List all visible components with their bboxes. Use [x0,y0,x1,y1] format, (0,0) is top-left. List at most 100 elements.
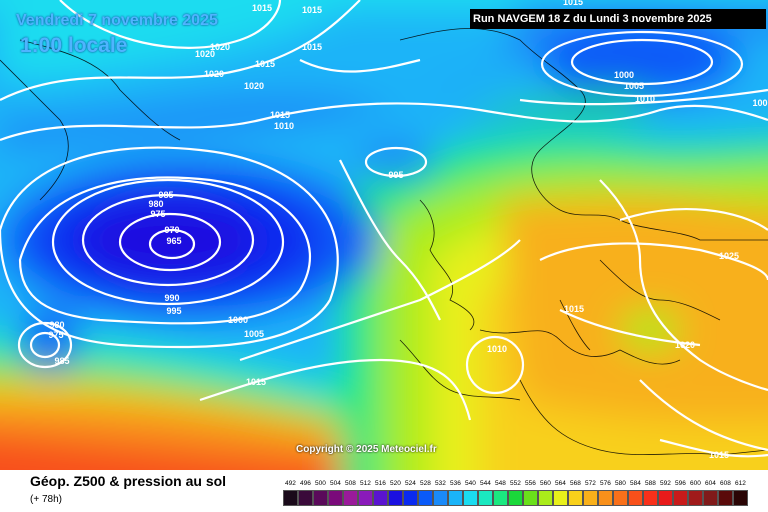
scale-label: 556 [525,480,536,487]
isobar-label: 1015 [252,3,272,13]
scale-swatch [673,490,688,506]
scale-swatch [283,490,298,506]
scale-swatch [688,490,703,506]
isobar-label: 100 [752,98,767,108]
color-scale-labels: 492 496 500 504 508 512 516 520 524 528 532 536 540 5… [283,480,753,489]
scale-swatch [343,490,358,506]
scale-label: 524 [405,480,416,487]
scale-swatch [478,490,493,506]
scale-label: 564 [555,480,566,487]
scale-label: 572 [585,480,596,487]
isobar-label: 1010 [487,344,507,354]
isobar-label: 1005 [624,81,644,91]
scale-swatch [358,490,373,506]
isobar-label: 995 [388,170,403,180]
isobar-label: 995 [166,306,181,316]
map-canvas: 1015 1015 1015 1020 1020 1015 1015 1020 1020 1000… [0,0,768,470]
scale-swatch [508,490,523,506]
isobar-label: 1020 [204,69,224,79]
scale-swatch [643,490,658,506]
scale-label: 528 [420,480,431,487]
isobars [0,0,768,456]
isobar-label: 1020 [675,340,695,350]
scale-label: 520 [390,480,401,487]
scale-label: 592 [660,480,671,487]
scale-swatch [373,490,388,506]
scale-label: 544 [480,480,491,487]
scale-label: 604 [705,480,716,487]
scale-swatch [448,490,463,506]
isobar-label: 1015 [246,377,266,387]
model-run-label: Run NAVGEM 18 Z du Lundi 3 novembre 2025 [470,9,766,29]
scale-label: 612 [735,480,746,487]
scale-label: 548 [495,480,506,487]
isobar-label: 1015 [302,5,322,15]
isobar-label: 985 [158,190,173,200]
forecast-time: 1:00 locale [20,34,128,57]
scale-label: 536 [450,480,461,487]
scale-swatch [313,490,328,506]
scale-swatch [328,490,343,506]
scale-swatch [733,490,748,506]
scale-swatch [553,490,568,506]
isobar-label: 990 [164,293,179,303]
scale-swatch [433,490,448,506]
isobar-label: 1000 [614,70,634,80]
scale-label: 492 [285,480,296,487]
isobar-label: 1015 [564,304,584,314]
scale-label: 552 [510,480,521,487]
isobar-label: 980 [148,199,163,209]
scale-label: 512 [360,480,371,487]
isobar-label: 1025 [719,251,739,261]
isobar-label: 975 [150,209,165,219]
scale-swatch [493,490,508,506]
isobar-label: 1020 [244,81,264,91]
isobar-label: 980 [49,320,64,330]
geopotential-field [0,0,768,470]
coastlines [0,28,768,456]
scale-swatch [658,490,673,506]
scale-swatch [403,490,418,506]
isobar-label: 970 [164,225,179,235]
scale-label: 540 [465,480,476,487]
scale-label: 508 [345,480,356,487]
scale-label: 496 [300,480,311,487]
color-scale [283,490,748,506]
copyright-text: Copyright © 2025 Meteociel.fr [296,444,437,455]
scale-label: 580 [615,480,626,487]
isobar-label: 985 [54,356,69,366]
scale-swatch [298,490,313,506]
isobar-label: 1015 [709,450,729,460]
scale-label: 560 [540,480,551,487]
scale-swatch [388,490,403,506]
scale-label: 576 [600,480,611,487]
isobar-label: 1010 [274,121,294,131]
scale-swatch [568,490,583,506]
isobar-label: 1000 [228,315,248,325]
isobar-labels: 1015 1015 1015 1020 1020 1015 1015 1020 1020 1000… [48,0,767,460]
scale-label: 504 [330,480,341,487]
scale-label: 532 [435,480,446,487]
weather-map: 1015 1015 1015 1020 1020 1015 1015 1020 1020 1000… [0,0,768,470]
forecast-date: Vendredi 7 novembre 2025 [16,12,218,29]
scale-label: 600 [690,480,701,487]
scale-swatch [718,490,733,506]
scale-swatch [463,490,478,506]
scale-swatch [703,490,718,506]
isobar-label: 1020 [210,42,230,52]
isobar-label: 975 [48,330,63,340]
scale-label: 608 [720,480,731,487]
scale-swatch [523,490,538,506]
scale-swatch [628,490,643,506]
scale-swatch [613,490,628,506]
scale-label: 588 [645,480,656,487]
isobar-label: 1015 [270,110,290,120]
isobar-label: 1015 [563,0,583,7]
scale-swatch [598,490,613,506]
scale-swatch [418,490,433,506]
scale-label: 584 [630,480,641,487]
scale-swatch [583,490,598,506]
legend-title: Géop. Z500 & pression au sol [30,473,227,489]
scale-label: 596 [675,480,686,487]
isobar-label: 965 [166,236,181,246]
